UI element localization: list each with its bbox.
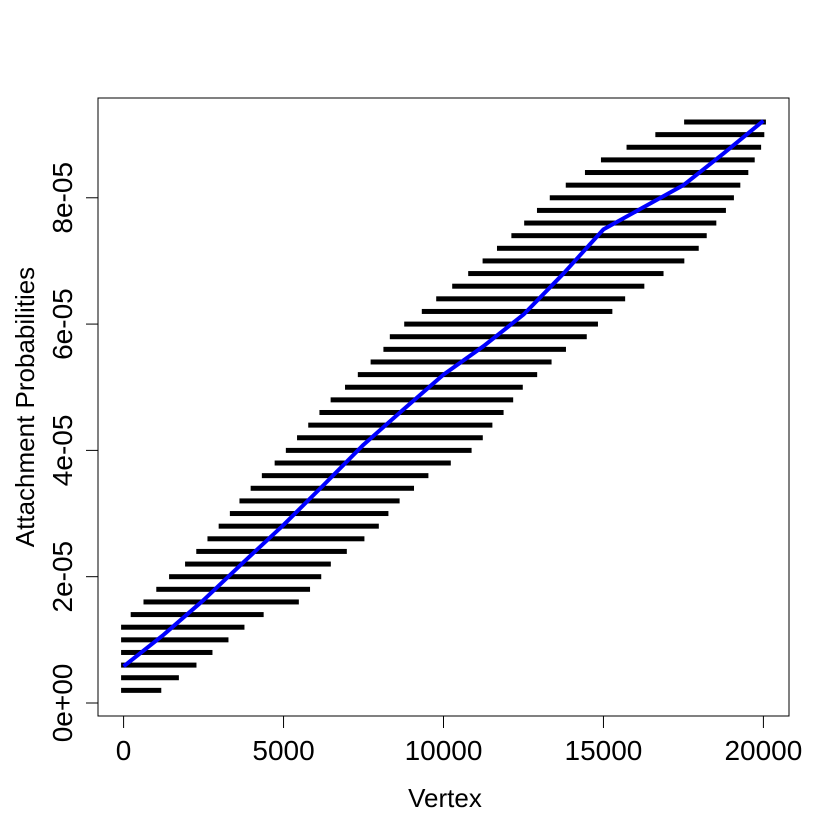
point-row (600, 157, 755, 163)
point-row (121, 624, 245, 630)
plot-box (97, 97, 790, 717)
point-row (196, 548, 347, 554)
point-row (121, 662, 197, 668)
y-tick-label: 4e-05 (47, 415, 78, 487)
x-tick-label: 15000 (565, 735, 643, 766)
x-axis-label: Vertex (408, 783, 482, 813)
point-row (285, 447, 472, 453)
point-row (549, 195, 734, 201)
point-row (156, 586, 311, 592)
point-row (404, 321, 598, 327)
point-row (250, 485, 415, 491)
point-row (383, 346, 566, 352)
point-row (261, 473, 429, 479)
point-row (524, 220, 717, 226)
y-tick-label: 0e+00 (47, 664, 78, 743)
point-row (274, 460, 451, 466)
point-row (143, 599, 299, 605)
y-axis-label: Attachment Probabilities (10, 267, 40, 547)
point-row (207, 536, 365, 542)
point-row (319, 409, 504, 415)
point-row (452, 283, 645, 289)
point-row (345, 384, 523, 390)
point-row (684, 119, 766, 125)
point-row (436, 296, 626, 302)
point-row (121, 687, 162, 693)
x-tick-label: 10000 (405, 735, 483, 766)
point-row (482, 258, 685, 264)
point-row (626, 144, 762, 150)
point-row (297, 435, 483, 441)
y-tick-label: 8e-05 (47, 162, 78, 234)
x-tick-label: 20000 (724, 735, 802, 766)
point-row (130, 612, 264, 618)
point-row (511, 233, 707, 239)
point-row (121, 649, 213, 655)
point-row (496, 245, 699, 251)
y-tick-label: 6e-05 (47, 288, 78, 360)
point-row (229, 511, 389, 517)
point-row (308, 422, 493, 428)
trend-line (122, 119, 765, 668)
point-row (357, 372, 538, 378)
x-tick-label: 0 (116, 735, 132, 766)
point-row (655, 132, 765, 138)
point-row (421, 308, 613, 314)
point-row (185, 561, 331, 567)
point-row (239, 498, 400, 504)
point-row (536, 207, 726, 213)
x-tick-label: 5000 (252, 735, 314, 766)
point-row (565, 182, 741, 188)
point-row (584, 170, 749, 176)
point-row (389, 334, 587, 340)
y-tick-label: 2e-05 (47, 541, 78, 613)
point-row (121, 637, 229, 643)
point-row (169, 574, 322, 580)
point-row (218, 523, 379, 529)
point-row (330, 397, 514, 403)
point-row (121, 675, 179, 681)
